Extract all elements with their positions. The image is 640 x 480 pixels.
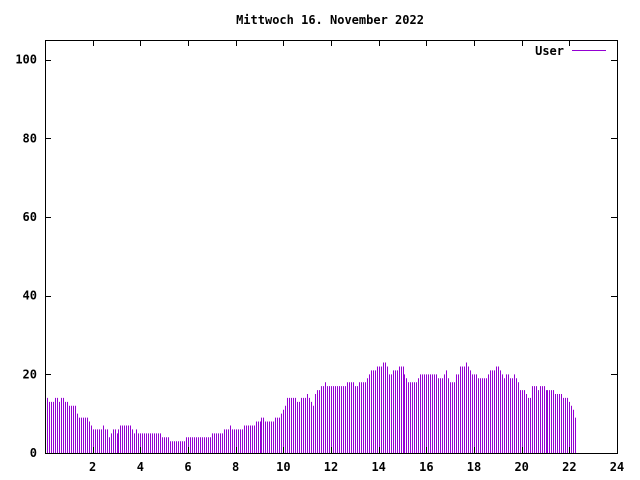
x-tick-label: 8 bbox=[232, 460, 239, 474]
y-tick-label: 80 bbox=[23, 131, 37, 145]
x-tick-label: 2 bbox=[89, 460, 96, 474]
x-tick-label: 22 bbox=[562, 460, 576, 474]
y-tick-label: 100 bbox=[15, 53, 37, 67]
x-axis: 2 4 6 8 10 12 14 16 18 20 22 24 bbox=[89, 40, 624, 474]
x-tick-label: 4 bbox=[137, 460, 144, 474]
x-tick-label: 20 bbox=[514, 460, 528, 474]
x-tick-label: 14 bbox=[371, 460, 385, 474]
legend-label: User bbox=[535, 44, 564, 58]
x-tick-label: 18 bbox=[467, 460, 481, 474]
x-tick-label: 16 bbox=[419, 460, 433, 474]
x-tick-label: 24 bbox=[610, 460, 624, 474]
bars-group bbox=[45, 362, 576, 453]
legend: User bbox=[535, 44, 606, 58]
x-tick-label: 6 bbox=[184, 460, 191, 474]
x-tick-label: 12 bbox=[324, 460, 338, 474]
y-tick-label: 0 bbox=[30, 446, 37, 460]
y-tick-label: 40 bbox=[23, 289, 37, 303]
y-tick-label: 60 bbox=[23, 210, 37, 224]
y-axis: 0 20 40 60 80 100 bbox=[15, 53, 617, 460]
chart-title: Mittwoch 16. November 2022 bbox=[236, 13, 424, 27]
x-tick-label: 10 bbox=[276, 460, 290, 474]
y-tick-label: 20 bbox=[23, 367, 37, 381]
